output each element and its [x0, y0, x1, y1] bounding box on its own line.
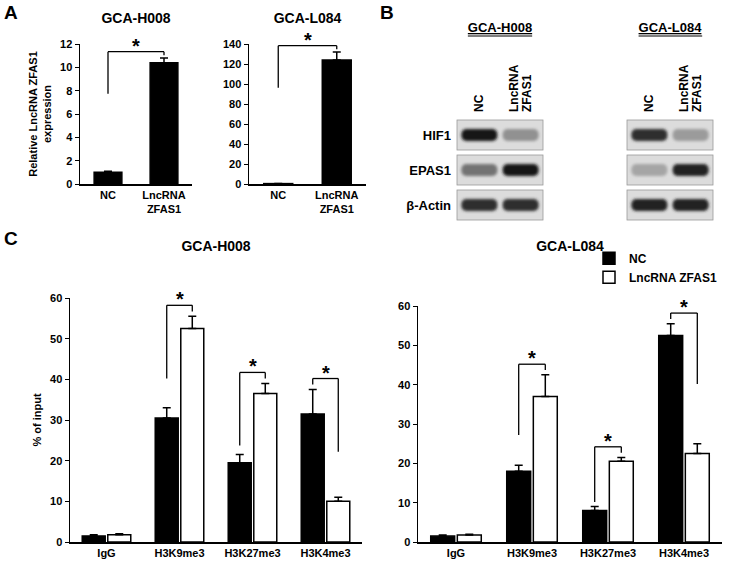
svg-text:GCA-L084: GCA-L084 [536, 238, 604, 254]
svg-text:80: 80 [229, 98, 241, 110]
svg-text:*: * [322, 362, 330, 384]
svg-text:40: 40 [398, 379, 410, 391]
svg-text:LncRNAZFAS1: LncRNAZFAS1 [677, 64, 704, 112]
svg-text:LncRNAZFAS1: LncRNAZFAS1 [315, 189, 358, 215]
svg-text:100: 100 [223, 78, 241, 90]
svg-text:H3K9me3: H3K9me3 [507, 547, 557, 559]
svg-text:0: 0 [404, 536, 410, 548]
svg-text:EPAS1: EPAS1 [409, 163, 451, 178]
svg-text:8: 8 [66, 85, 72, 97]
svg-text:30: 30 [398, 418, 410, 430]
svg-text:60: 60 [398, 300, 410, 312]
svg-text:10: 10 [50, 495, 62, 507]
svg-text:H3K4me3: H3K4me3 [659, 547, 709, 559]
svg-text:30: 30 [50, 414, 62, 426]
svg-text:6: 6 [66, 108, 72, 120]
svg-text:% of input: % of input [31, 393, 43, 446]
svg-text:*: * [304, 29, 312, 51]
svg-text:120: 120 [223, 58, 241, 70]
svg-text:H3K27me3: H3K27me3 [580, 547, 636, 559]
svg-text:0: 0 [235, 178, 241, 190]
svg-text:*: * [604, 430, 612, 452]
svg-text:0: 0 [66, 178, 72, 190]
html-text:C: C [4, 228, 18, 249]
svg-text:H3K9me3: H3K9me3 [154, 547, 204, 559]
svg-text:H3K27me3: H3K27me3 [224, 547, 280, 559]
svg-text:NC: NC [629, 252, 647, 266]
svg-text:20: 20 [50, 455, 62, 467]
svg-text:GCA-L084: GCA-L084 [639, 20, 703, 35]
html-text:A: A [4, 2, 18, 23]
svg-text:GCA-L084: GCA-L084 [274, 10, 342, 26]
svg-text:40: 40 [50, 373, 62, 385]
svg-text:10: 10 [60, 61, 72, 73]
svg-text:140: 140 [223, 38, 241, 50]
svg-text:IgG: IgG [97, 547, 115, 559]
svg-text:4: 4 [66, 131, 73, 143]
svg-text:β-Actin: β-Actin [406, 198, 451, 213]
svg-text:0: 0 [56, 536, 62, 548]
svg-text:20: 20 [398, 457, 410, 469]
svg-text:H3K4me3: H3K4me3 [300, 547, 350, 559]
svg-text:GCA-H008: GCA-H008 [468, 20, 532, 35]
svg-text:IgG: IgG [447, 547, 465, 559]
svg-text:*: * [249, 355, 257, 377]
svg-text:*: * [132, 35, 140, 57]
svg-text:12: 12 [60, 38, 72, 50]
svg-text:Relative LncRNA ZFAS1expressio: Relative LncRNA ZFAS1expression [27, 51, 53, 177]
html-text:B: B [380, 2, 394, 23]
svg-text:NC: NC [472, 94, 486, 112]
svg-text:20: 20 [229, 158, 241, 170]
svg-text:40: 40 [229, 138, 241, 150]
svg-text:*: * [176, 288, 184, 310]
svg-text:GCA-H008: GCA-H008 [181, 238, 250, 254]
svg-text:*: * [528, 347, 536, 369]
svg-text:50: 50 [50, 333, 62, 345]
svg-text:GCA-H008: GCA-H008 [101, 10, 170, 26]
svg-text:10: 10 [398, 497, 410, 509]
svg-text:LncRNAZFAS1: LncRNAZFAS1 [507, 64, 534, 112]
svg-text:*: * [680, 296, 688, 318]
svg-text:NC: NC [642, 94, 656, 112]
svg-text:60: 60 [229, 118, 241, 130]
svg-text:2: 2 [66, 155, 72, 167]
svg-text:HIF1: HIF1 [423, 128, 451, 143]
svg-text:NC: NC [270, 189, 286, 201]
svg-text:50: 50 [398, 339, 410, 351]
svg-text:60: 60 [50, 292, 62, 304]
svg-text:LncRNA ZFAS1: LncRNA ZFAS1 [629, 271, 717, 285]
svg-text:LncRNAZFAS1: LncRNAZFAS1 [142, 189, 185, 215]
svg-text:NC: NC [100, 189, 116, 201]
